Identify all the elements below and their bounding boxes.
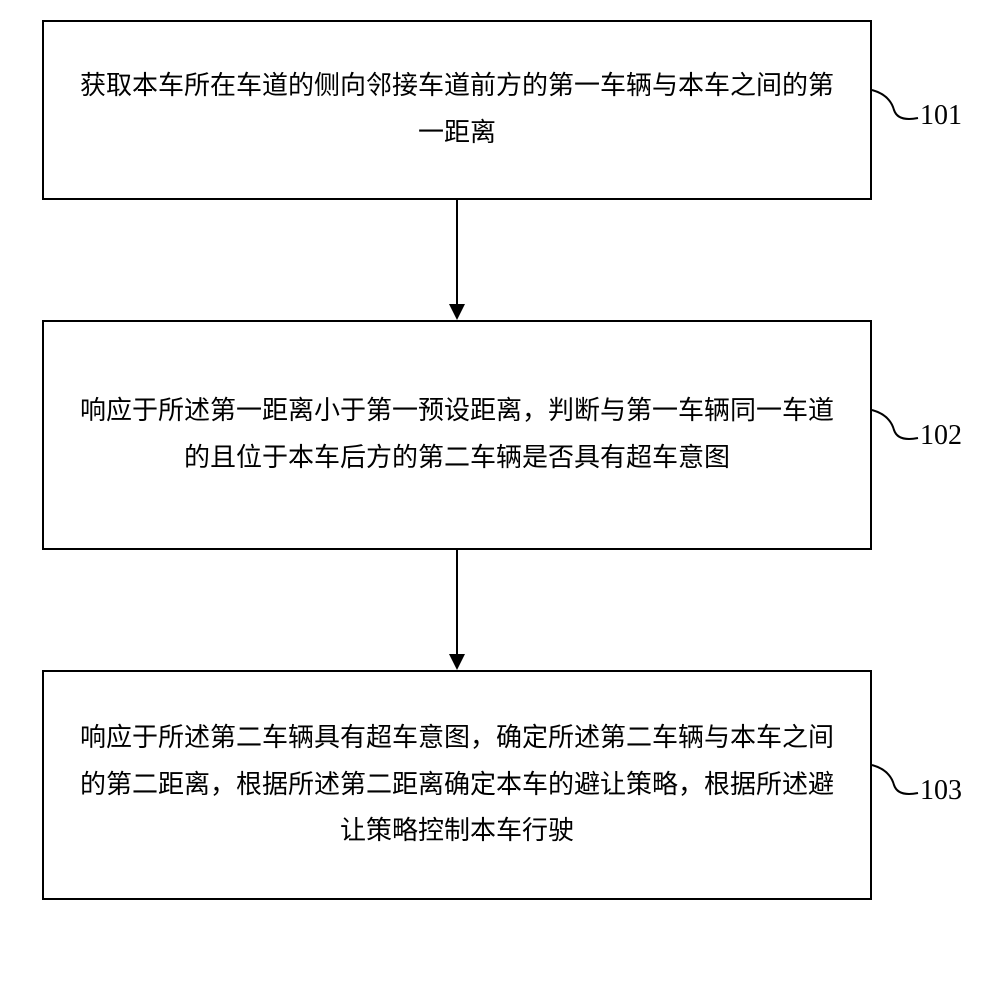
step-label-1: 101 — [920, 100, 962, 132]
step-label-2-text: 102 — [920, 420, 962, 451]
flow-node-3-text: 响应于所述第二车辆具有超车意图，确定所述第二车辆与本车之间的第二距离，根据所述第… — [74, 715, 840, 855]
flow-node-2: 响应于所述第一距离小于第一预设距离，判断与第一车辆同一车道的且位于本车后方的第二… — [42, 320, 872, 550]
edge-2-3 — [447, 550, 467, 670]
flow-node-1: 获取本车所在车道的侧向邻接车道前方的第一车辆与本车之间的第一距离 — [42, 20, 872, 200]
step-label-1-text: 101 — [920, 100, 962, 131]
flow-node-1-text: 获取本车所在车道的侧向邻接车道前方的第一车辆与本车之间的第一距离 — [74, 63, 840, 157]
label-connector-2 — [872, 410, 920, 450]
edge-1-2 — [447, 200, 467, 320]
step-label-2: 102 — [920, 420, 962, 452]
step-label-3: 103 — [920, 775, 962, 807]
step-label-3-text: 103 — [920, 775, 962, 806]
label-connector-1 — [872, 90, 920, 130]
label-connector-3 — [872, 765, 920, 805]
flow-node-2-text: 响应于所述第一距离小于第一预设距离，判断与第一车辆同一车道的且位于本车后方的第二… — [74, 388, 840, 482]
flow-node-3: 响应于所述第二车辆具有超车意图，确定所述第二车辆与本车之间的第二距离，根据所述第… — [42, 670, 872, 900]
